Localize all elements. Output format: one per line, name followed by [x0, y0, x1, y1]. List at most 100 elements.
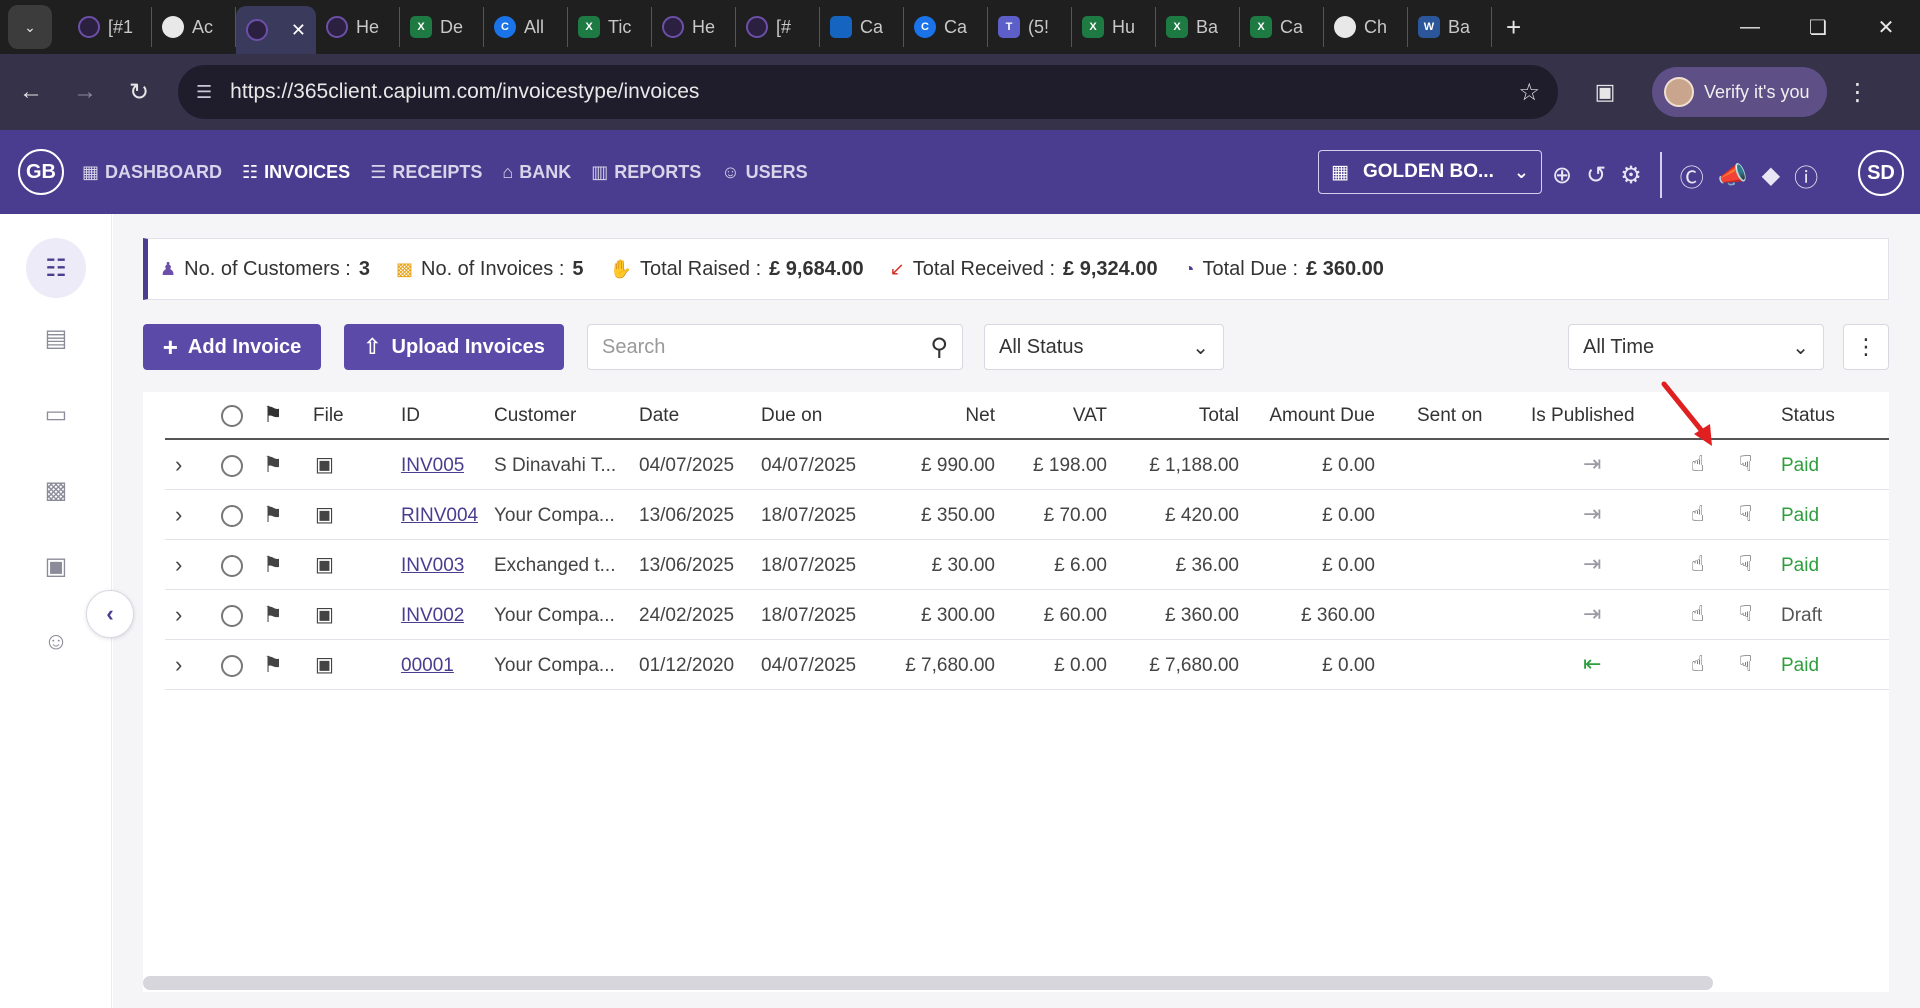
capium-logo-icon[interactable]: Ⓒ: [1679, 164, 1704, 192]
thumbs-up-icon[interactable]: ☝: [1691, 451, 1705, 476]
sidebar-card-icon[interactable]: ▭: [44, 400, 68, 428]
bookmark-star-icon[interactable]: ☆: [1518, 78, 1540, 106]
browser-menu-icon[interactable]: ⋮: [1845, 78, 1870, 106]
image-file-icon[interactable]: ▣: [315, 454, 334, 476]
flag-icon[interactable]: ⚑: [263, 452, 283, 477]
sidebar-collapse-button[interactable]: ‹: [86, 590, 134, 638]
user-avatar[interactable]: SD: [1858, 150, 1904, 196]
row-checkbox[interactable]: [221, 605, 243, 627]
browser-tab[interactable]: ✕: [236, 6, 316, 54]
nav-dashboard[interactable]: ▦ DASHBOARD: [82, 162, 222, 183]
sidebar-user-icon[interactable]: ☺: [43, 628, 69, 655]
header-customer[interactable]: Customer: [494, 405, 577, 426]
browser-tab[interactable]: [#1: [68, 7, 152, 47]
expand-chevron-icon[interactable]: ›: [175, 652, 183, 677]
thumbs-down-icon[interactable]: ☟: [1739, 501, 1753, 526]
table-row[interactable]: › ⚑ ▣ INV005 S Dinavahi T... 04/07/2025 04/07/…: [165, 442, 1889, 490]
flag-icon[interactable]: ⚑: [263, 552, 283, 577]
search-icon[interactable]: ⚲: [930, 333, 948, 361]
row-checkbox[interactable]: [221, 555, 243, 577]
nav-receipts[interactable]: ☰ RECEIPTS: [370, 162, 482, 183]
flag-icon[interactable]: ⚑: [263, 652, 283, 677]
thumbs-down-icon[interactable]: ☟: [1739, 601, 1753, 626]
site-info-icon[interactable]: ☰: [196, 81, 213, 102]
expand-chevron-icon[interactable]: ›: [175, 452, 183, 477]
browser-tab[interactable]: X De: [400, 7, 484, 47]
browser-tab[interactable]: X Hu: [1072, 7, 1156, 47]
help-icon[interactable]: ⓘ: [1794, 164, 1819, 192]
status-filter-select[interactable]: All Status ⌄: [984, 324, 1224, 370]
upload-invoices-button[interactable]: ⇧ Upload Invoices: [344, 324, 564, 370]
header-id[interactable]: ID: [401, 405, 420, 426]
settings-gear-icon[interactable]: ⚙: [1620, 161, 1642, 189]
table-row[interactable]: › ⚑ ▣ INV002 Your Compa... 24/02/2025 18/07/20…: [165, 592, 1889, 640]
expand-chevron-icon[interactable]: ›: [175, 602, 183, 627]
time-filter-select[interactable]: All Time ⌄: [1568, 324, 1824, 370]
close-tab-icon[interactable]: ✕: [290, 19, 306, 40]
table-row[interactable]: › ⚑ ▣ RINV004 Your Compa... 13/06/2025 18/07/2…: [165, 492, 1889, 540]
header-net[interactable]: Net: [965, 405, 995, 426]
expand-chevron-icon[interactable]: ›: [175, 552, 183, 577]
horizontal-scrollbar[interactable]: [143, 976, 1713, 990]
unpublished-icon[interactable]: ⇥: [1583, 601, 1602, 626]
flag-icon[interactable]: ⚑: [263, 502, 283, 527]
image-file-icon[interactable]: ▣: [315, 554, 334, 576]
expand-chevron-icon[interactable]: ›: [175, 502, 183, 527]
company-logo[interactable]: GB: [18, 149, 64, 195]
invoice-id-link[interactable]: INV003: [401, 555, 465, 576]
add-circle-icon[interactable]: ⊕: [1552, 161, 1573, 189]
row-checkbox[interactable]: [221, 455, 243, 477]
invoice-id-link[interactable]: RINV004: [401, 505, 479, 526]
invoice-id-link[interactable]: 00001: [401, 655, 454, 676]
search-input[interactable]: Search ⚲: [587, 324, 963, 370]
browser-tab[interactable]: X Ca: [1240, 7, 1324, 47]
browser-tab[interactable]: Ch: [1324, 7, 1408, 47]
sidebar-clipboard-icon[interactable]: ▩: [44, 476, 68, 504]
row-checkbox[interactable]: [221, 655, 243, 677]
browser-tab[interactable]: C Ca: [904, 7, 988, 47]
thumbs-down-icon[interactable]: ☟: [1739, 451, 1753, 476]
thumbs-down-icon[interactable]: ☟: [1739, 551, 1753, 576]
thumbs-up-icon[interactable]: ☝: [1691, 601, 1705, 626]
sidebar-wallet-icon[interactable]: ▣: [44, 552, 68, 580]
browser-tab[interactable]: He: [652, 7, 736, 47]
nav-invoices[interactable]: ☷ INVOICES: [242, 162, 350, 183]
image-file-icon[interactable]: ▣: [315, 654, 334, 676]
more-options-button[interactable]: ⋮: [1843, 324, 1889, 370]
browser-tab[interactable]: [#: [736, 7, 820, 47]
unpublished-icon[interactable]: ⇥: [1583, 551, 1602, 576]
browser-tab[interactable]: X Tic: [568, 7, 652, 47]
address-bar[interactable]: ☰ https://365client.capium.com/invoicest…: [178, 65, 1558, 119]
company-select[interactable]: ▦ GOLDEN BO... ⌄: [1318, 150, 1542, 194]
header-vat[interactable]: VAT: [1072, 405, 1107, 426]
nav-bank[interactable]: ⌂ BANK: [502, 162, 571, 183]
browser-tab[interactable]: X Ba: [1156, 7, 1240, 47]
table-row[interactable]: › ⚑ ▣ 00001 Your Compa... 01/12/2020 04/07/202…: [165, 642, 1889, 690]
new-tab-button[interactable]: +: [1506, 11, 1522, 42]
verify-profile-button[interactable]: Verify it's you: [1652, 67, 1828, 117]
header-amount-due[interactable]: Amount Due: [1269, 405, 1375, 426]
restore-icon[interactable]: ❏: [1809, 16, 1827, 39]
unpublished-icon[interactable]: ⇥: [1583, 501, 1602, 526]
thumbs-up-icon[interactable]: ☝: [1691, 551, 1705, 576]
minimize-icon[interactable]: —: [1740, 15, 1760, 38]
forward-button[interactable]: →: [73, 78, 97, 105]
unpublished-icon[interactable]: ⇥: [1583, 451, 1602, 476]
sidebar-documents-icon[interactable]: ▤: [44, 324, 68, 352]
image-file-icon[interactable]: ▣: [315, 504, 334, 526]
nav-users[interactable]: ☺ USERS: [721, 162, 807, 183]
browser-tab[interactable]: C All: [484, 7, 568, 47]
browser-tab[interactable]: W Ba: [1408, 7, 1492, 47]
select-all-checkbox[interactable]: [221, 405, 243, 427]
header-status[interactable]: Status: [1781, 405, 1835, 426]
thumbs-up-filled-icon[interactable]: ☝: [1691, 651, 1705, 676]
add-invoice-button[interactable]: + Add Invoice: [143, 324, 321, 370]
browser-tab[interactable]: He: [316, 7, 400, 47]
directions-icon[interactable]: ◆: [1761, 161, 1781, 189]
thumbs-up-icon[interactable]: ☝: [1691, 501, 1705, 526]
flag-icon[interactable]: ⚑: [263, 602, 283, 627]
announcement-icon[interactable]: 📣: [1717, 161, 1748, 189]
history-icon[interactable]: ↺: [1586, 161, 1607, 189]
extensions-icon[interactable]: ▣: [1594, 79, 1616, 104]
browser-tab[interactable]: Ca: [820, 7, 904, 47]
